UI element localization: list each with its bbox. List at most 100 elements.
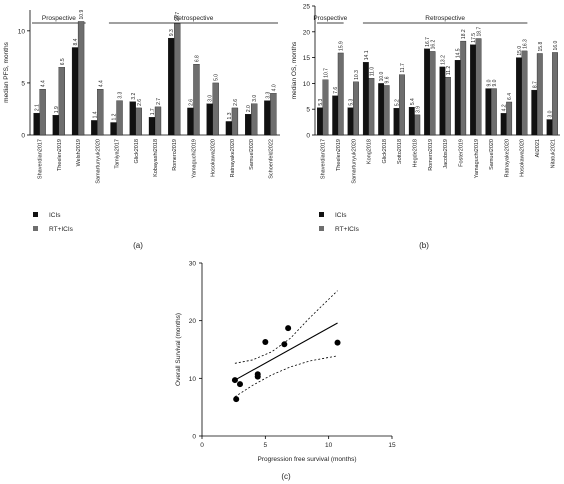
panel-a-bar-value-label: 6.8: [194, 55, 200, 62]
panel-b-bar-value-label: 4.2: [502, 104, 508, 111]
panel-b-bar-icis: [378, 83, 385, 136]
panel-b-category-label: Hosokawa2020: [520, 139, 526, 177]
panel-a-bar-value-label: 5.0: [214, 74, 220, 81]
panel-b-bar-value-label: 5.3: [349, 98, 355, 105]
panel-c-data-point: [281, 341, 288, 348]
panel-b-category-label: Nitatuk2021: [550, 139, 556, 168]
panel-b-bar-value-label: 16.7: [425, 37, 431, 47]
panel-b-bar-icis: [546, 119, 553, 136]
panel-b-bar-rt-icis: [399, 74, 405, 136]
panel-b-category-label: Yamaguchi2019: [474, 139, 480, 178]
panel-b-bar-rt-icis: [353, 81, 359, 136]
panel-b-y-tick-label: 25: [303, 4, 311, 11]
panel-a-bar-value-label: 3.0: [252, 95, 258, 102]
panel-a-category-label: Romero2019: [172, 139, 178, 171]
panel-b-bar-rt-icis: [322, 79, 329, 136]
panel-a-bar-value-label: 2.1: [35, 104, 41, 111]
panel-b-bar-icis: [317, 107, 323, 136]
panel-a-bar-chart: 0 5 10 median PFS, months Prospective Retrosp…: [3, 10, 280, 233]
panel-c-ci-upper-band: [234, 290, 338, 364]
panel-c-x-tick-label: 0: [200, 442, 204, 449]
panel-b-bar-value-label: 6.4: [507, 93, 513, 100]
panel-b-bar-icis: [454, 60, 461, 136]
panel-a-bar-value-label: 1.4: [92, 111, 98, 118]
panel-b-legend-label-icis: ICIs: [335, 212, 347, 219]
panel-a-bar-value-label: 1.2: [112, 113, 118, 120]
panel-a-bar-icis: [129, 101, 136, 136]
panel-b-bar-value-label: 17.5: [471, 33, 477, 43]
panel-a-bar-icis: [187, 107, 194, 136]
panel-a-bar-icis: [206, 103, 213, 136]
panel-b-y-tick-label: 10: [303, 81, 311, 88]
panel-b-category-label: Glick2018: [382, 139, 388, 163]
panel-b-bar-value-label: 11.2: [446, 66, 452, 76]
panel-b-group-label: Retrospective: [425, 15, 465, 22]
panel-a-bar-rt-icis: [193, 64, 200, 136]
panel-b-category-label: Shaverdian2017: [321, 139, 327, 179]
panel-b-bar-icis: [439, 66, 446, 136]
panel-b-y-tick-label: 5: [306, 107, 310, 114]
panel-c-y-tick-label: 0: [192, 434, 196, 441]
panel-a-bar-value-label: 10.9: [79, 10, 85, 20]
panel-c-data-point: [254, 373, 261, 380]
panel-a-y-tick-label: 5: [21, 80, 25, 87]
panel-a-bar-icis: [245, 114, 252, 136]
panel-b-bar-value-label: 18.2: [461, 29, 467, 39]
panel-b-bar-value-label: 10.3: [354, 70, 360, 80]
panel-a-bar-value-label: 4.0: [271, 84, 277, 91]
panel-b-bar-value-label: 3.0: [548, 110, 554, 117]
panel-b-bar-rt-icis: [552, 52, 558, 136]
panel-c-y-tick-label: 10: [189, 376, 197, 383]
panel-a-bar-rt-icis: [212, 82, 219, 136]
panel-b-bar-rt-icis: [475, 38, 482, 136]
panel-a-bar-rt-icis: [270, 93, 277, 136]
panel-a-bar-icis: [33, 112, 40, 136]
panel-c-ci-lower-band: [234, 355, 338, 398]
panel-a-bar-rt-icis: [154, 106, 162, 136]
panel-a-category-label: Schoenfeld2022: [268, 139, 274, 179]
panel-b-category-label: Ali2021: [535, 139, 541, 157]
panel-a-bar-value-label: 9.3: [169, 29, 175, 36]
panel-a-bar-rt-icis: [116, 100, 123, 136]
panel-c-regression-line: [234, 322, 338, 381]
panel-b-bar-chart: 0 5 10 15 20 25 median OS, months Prospective Re…: [291, 4, 560, 233]
panel-b-bar-value-label: 18.7: [477, 27, 483, 37]
panel-a-bar-value-label: 8.4: [73, 38, 79, 45]
panel-a-bar-icis: [52, 115, 59, 136]
panel-b-bar-rt-icis: [490, 88, 497, 136]
panel-a-bar-value-label: 3.3: [118, 91, 124, 98]
panel-a-bar-rt-icis: [174, 23, 181, 136]
panel-b-bar-icis: [516, 57, 522, 136]
panel-a-category-label: Samartunyuk2020: [95, 139, 101, 184]
panel-c-data-point: [262, 339, 269, 346]
panel-a-bar-rt-icis: [251, 103, 258, 136]
panel-b-bar-icis: [347, 107, 354, 136]
panel-b-bar-value-label: 15.0: [517, 46, 523, 56]
panel-a-bar-rt-icis: [231, 107, 239, 136]
panel-a-category-label: Samuel2020: [249, 139, 255, 170]
panel-b-bar-rt-icis: [337, 52, 344, 136]
panel-a-legend-label-icis: ICIs: [49, 212, 61, 219]
panel-a-y-tick-label: 10: [18, 28, 26, 35]
panel-a-bar-value-label: 2.6: [188, 99, 194, 106]
panel-a-category-label: Tamiya2017: [115, 139, 121, 169]
panel-c-x-tick-label: 5: [264, 442, 268, 449]
panel-b-y-axis-title: median OS, months: [291, 41, 298, 99]
panel-c-data-point: [233, 396, 240, 403]
panel-a-bar-value-label: 4.4: [98, 80, 104, 87]
panel-b-bar-value-label: 14.5: [456, 48, 462, 58]
panel-a-bar-value-label: 2.0: [246, 105, 252, 112]
panel-b-bar-icis: [362, 62, 369, 136]
panel-a-category-label: Glick2018: [134, 139, 140, 163]
panel-b-bar-value-label: 5.3: [318, 98, 324, 105]
panel-b-category-label: Foster2019: [458, 139, 464, 167]
panel-a-label: (a): [133, 241, 143, 250]
panel-b-bar-icis: [408, 106, 415, 136]
panel-a-bar-value-label: 1.9: [54, 106, 60, 113]
panel-a-bar-value-label: 10.7: [175, 12, 181, 22]
panel-a-bar-rt-icis: [58, 67, 65, 136]
panel-b-category-label: Romero2019: [428, 139, 434, 171]
panel-b-bar-rt-icis: [460, 40, 467, 136]
panel-a-bar-value-label: 3.2: [131, 92, 137, 99]
